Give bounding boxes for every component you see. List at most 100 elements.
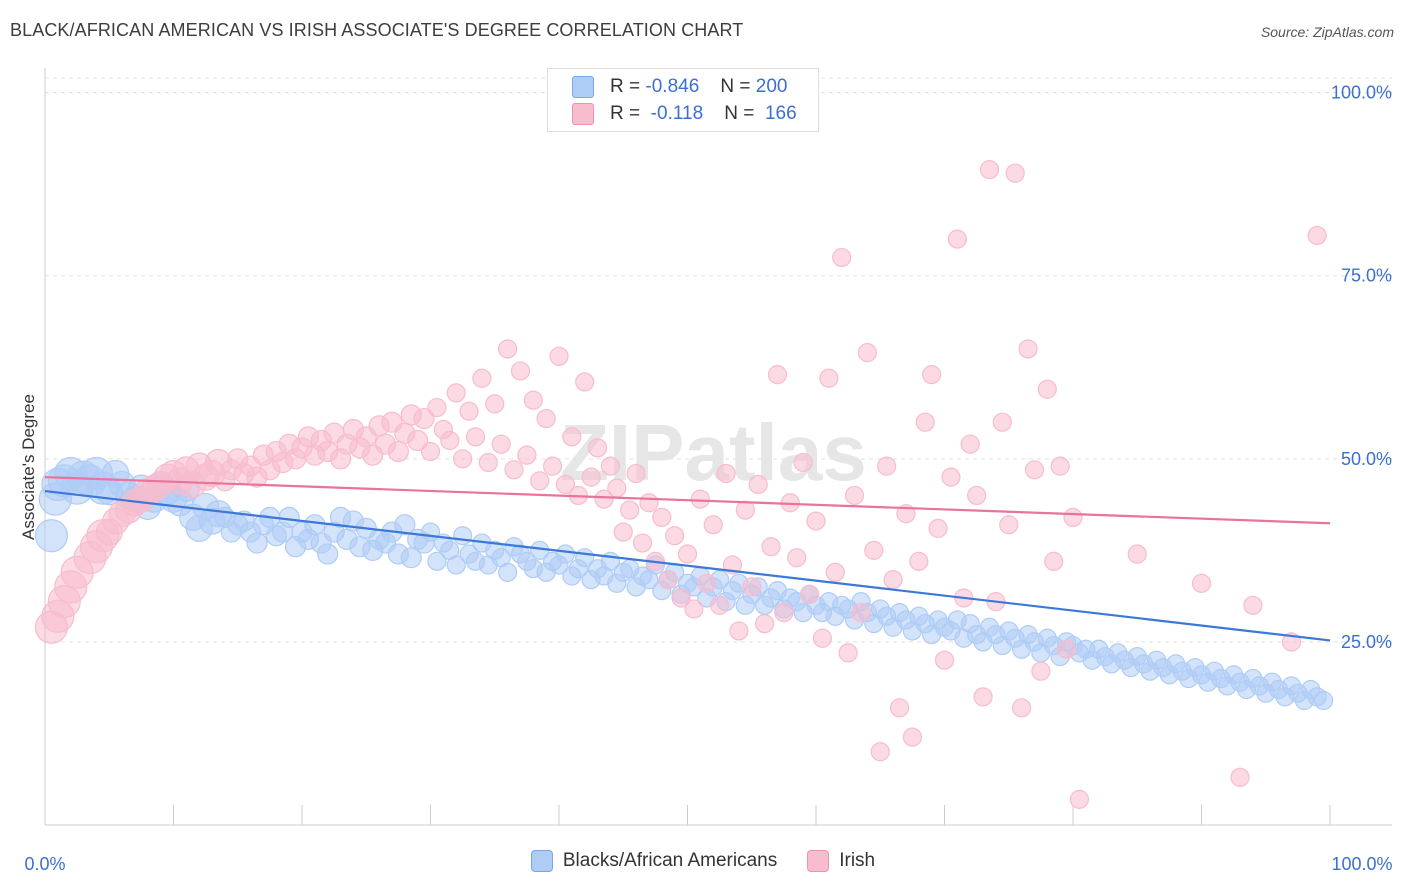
data-point [459, 401, 479, 421]
data-point [498, 562, 518, 582]
data-point [947, 229, 967, 249]
data-point [413, 407, 435, 430]
data-point [446, 383, 466, 403]
y-tick-label: 75.0% [1341, 266, 1392, 286]
data-point [735, 500, 755, 520]
data-point [1069, 789, 1090, 809]
data-point [992, 412, 1012, 432]
data-point [594, 489, 614, 509]
legend-label-irish: Irish [839, 850, 876, 871]
data-point [530, 471, 550, 491]
series-legend: Blacks/African Americans Irish [0, 850, 1406, 872]
data-point [967, 485, 987, 506]
data-point [1127, 544, 1147, 564]
data-point [787, 548, 807, 568]
data-point [626, 463, 646, 484]
data-point [632, 533, 653, 553]
legend-n-value: 200 [755, 76, 788, 97]
data-point [542, 456, 563, 476]
data-point [1063, 507, 1083, 528]
data-point [1024, 460, 1045, 480]
data-point [510, 361, 531, 381]
data-point [793, 452, 813, 473]
y-tick-label: 100.0% [1331, 83, 1392, 103]
data-point [799, 584, 820, 604]
data-point [754, 614, 775, 634]
data-point [761, 537, 781, 557]
data-point [915, 412, 935, 432]
legend-item-irish[interactable]: Irish [807, 850, 875, 872]
data-point [427, 397, 447, 418]
data-point [973, 687, 993, 707]
data-point [1307, 225, 1327, 246]
trend-line [44, 476, 1331, 525]
data-point [697, 573, 717, 593]
data-point [581, 467, 601, 487]
x-tick-label: 0.0% [24, 854, 65, 874]
data-point [928, 518, 948, 538]
data-point [671, 588, 691, 608]
legend-swatch-blacks [572, 76, 594, 98]
data-point [1230, 767, 1250, 787]
data-point [767, 365, 788, 385]
data-point [658, 570, 678, 590]
legend-r-label: R = [610, 103, 641, 124]
data-point [677, 544, 698, 564]
legend-r-value: -0.118 [650, 103, 704, 124]
data-point [1050, 456, 1070, 476]
legend-swatch-irish [807, 850, 830, 872]
data-point [748, 474, 768, 495]
data-point [587, 438, 608, 458]
data-point [690, 489, 710, 509]
data-point [902, 727, 922, 747]
data-point [465, 427, 486, 447]
data-point [478, 452, 498, 473]
legend-swatch-blacks [530, 850, 553, 872]
data-point [960, 434, 980, 454]
data-point [742, 577, 762, 597]
series-irish-points [34, 159, 1327, 809]
watermark: ZIPatlas [560, 408, 867, 497]
data-point [246, 532, 268, 554]
data-point [877, 456, 897, 476]
data-point [652, 507, 672, 528]
data-point [851, 603, 871, 623]
data-point [620, 500, 640, 520]
data-point [684, 599, 704, 619]
legend-swatch-irish [572, 103, 594, 125]
y-tick-label: 25.0% [1341, 632, 1392, 652]
data-point [1243, 595, 1263, 615]
data-point [491, 434, 511, 454]
data-point [613, 522, 633, 542]
data-point [34, 519, 69, 553]
data-point [536, 408, 556, 429]
data-point [453, 449, 473, 469]
grid [45, 77, 1392, 643]
data-point [498, 339, 518, 359]
data-point [703, 515, 723, 535]
data-point [472, 368, 492, 388]
y-tick-label: 50.0% [1341, 449, 1392, 469]
axes: 25.0% 50.0% 75.0% 100.0% 0.0% 100.0% [24, 68, 1393, 874]
data-point [844, 485, 865, 506]
data-point [517, 445, 537, 465]
data-point [446, 555, 466, 575]
data-point [1005, 163, 1025, 183]
data-point [1313, 690, 1334, 711]
data-point [555, 474, 576, 495]
x-tick-label: 100.0% [1331, 854, 1392, 874]
data-point [407, 429, 429, 452]
data-point [440, 430, 460, 451]
data-point [549, 346, 569, 366]
legend-n-label: N = [724, 103, 755, 124]
trend-lines [44, 476, 1331, 642]
data-point [607, 478, 627, 498]
data-point [909, 551, 929, 571]
legend-item-blacks[interactable]: Blacks/African Americans [530, 850, 777, 872]
data-point [716, 463, 736, 484]
data-point [504, 460, 524, 480]
data-point [1044, 551, 1064, 571]
legend-n-label: N = [720, 76, 751, 97]
data-point [889, 698, 910, 718]
